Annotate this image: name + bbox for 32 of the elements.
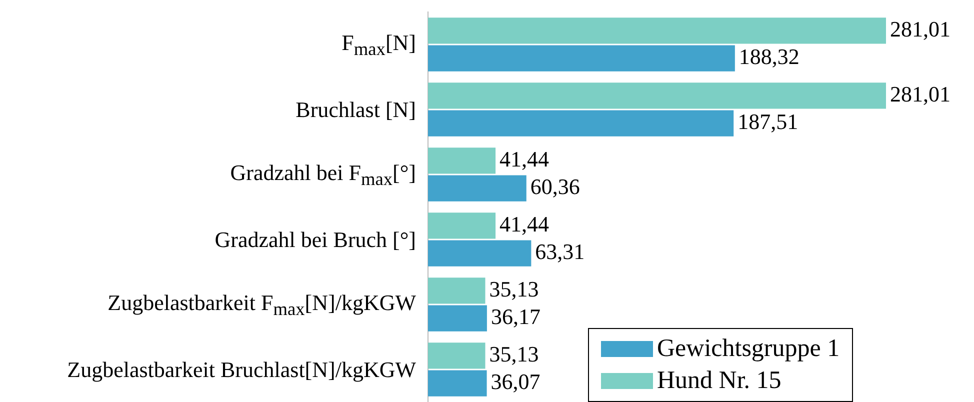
bar <box>428 305 487 332</box>
bar <box>428 212 496 239</box>
data-label: 35,13 <box>489 341 539 366</box>
bar <box>428 240 532 266</box>
data-label: 36,07 <box>490 369 540 394</box>
bar <box>428 148 496 174</box>
legend-label: Gewichtsgruppe 1 <box>657 334 840 364</box>
data-label: 60,36 <box>530 174 580 200</box>
data-label: 36,17 <box>490 304 540 330</box>
data-label: 41,44 <box>500 146 550 172</box>
data-label: 281,01 <box>890 81 950 106</box>
data-label: 41,44 <box>500 211 550 236</box>
y-tick-label: Zugbelastbarkeit Bruchlast[N]/kgKGW <box>67 356 416 382</box>
y-tick-label: Gradzahl bei F$_{max}$[°] <box>230 159 416 190</box>
bar <box>428 370 487 396</box>
bar <box>428 110 734 136</box>
bar <box>428 82 886 109</box>
bar <box>428 278 486 304</box>
y-tick-label: Gradzahl bei Bruch [°] <box>214 226 416 252</box>
y-tick-label: Zugbelastbarkeit F$_{max}$[N]/kgKGW <box>108 289 416 320</box>
data-label: 63,31 <box>535 239 585 264</box>
y-tick-label: Bruchlast [N] <box>296 96 416 122</box>
data-label: 35,13 <box>489 276 539 302</box>
bar <box>428 342 486 369</box>
legend-label: Hund Nr. 15 <box>657 366 782 396</box>
bar <box>428 45 735 72</box>
bar <box>428 175 526 202</box>
y-tick-label: F$_{max}$[N] <box>342 29 416 60</box>
data-label: 187,51 <box>738 109 798 134</box>
bar <box>428 18 886 44</box>
data-label: 281,01 <box>890 16 950 42</box>
data-label: 188,32 <box>738 44 800 70</box>
